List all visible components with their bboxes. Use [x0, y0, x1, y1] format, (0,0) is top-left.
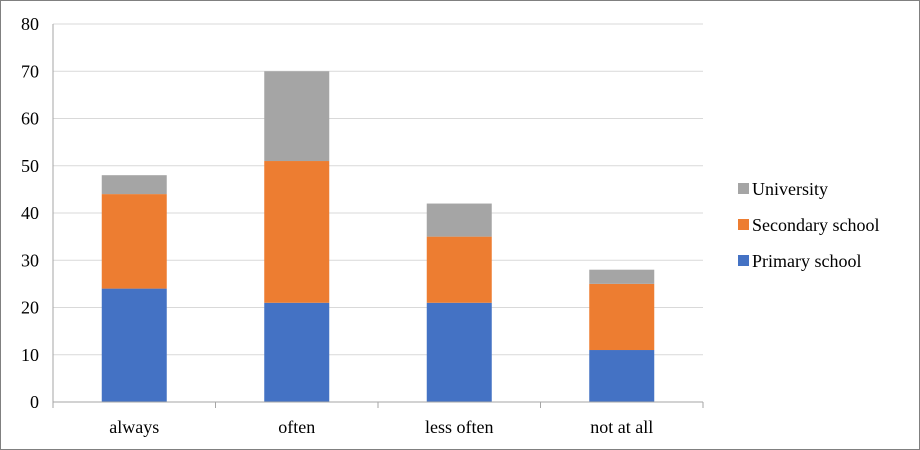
legend-item: University — [738, 179, 828, 199]
y-tick-label: 80 — [21, 14, 39, 34]
legend-label: Primary school — [752, 251, 862, 271]
x-axis-tick-labels: always often less often not at all — [109, 417, 653, 437]
y-tick-label: 40 — [21, 203, 39, 223]
y-tick-label: 60 — [21, 109, 39, 129]
bar-segment-secondary-school-always — [101, 194, 167, 289]
y-tick-label: 50 — [21, 156, 39, 176]
bar-segment-university-often — [264, 71, 330, 162]
axes — [52, 24, 704, 408]
legend-item: Primary school — [738, 251, 862, 271]
y-tick-label: 70 — [21, 61, 39, 81]
y-tick-label: 0 — [30, 392, 39, 412]
bar-segment-secondary-school-often — [264, 161, 330, 303]
x-tick-label: always — [109, 417, 159, 437]
bar-segment-secondary-school-not-at-all — [589, 283, 655, 351]
y-axis-tick-labels: 0 10 20 30 40 50 60 70 80 — [21, 14, 39, 412]
legend-label: Secondary school — [752, 215, 879, 235]
bar-segment-secondary-school-less-often — [426, 236, 492, 303]
bars — [101, 71, 655, 402]
bar-segment-university-always — [101, 175, 167, 195]
x-tick-label: less often — [425, 417, 493, 437]
bar-segment-primary-school-less-often — [426, 302, 492, 402]
legend: University Secondary school Primary school — [738, 179, 879, 271]
x-tick-label: often — [278, 417, 315, 437]
legend-item: Secondary school — [738, 215, 879, 235]
bar-segment-primary-school-always — [101, 288, 167, 402]
bar-segment-primary-school-not-at-all — [589, 350, 655, 402]
y-tick-label: 20 — [21, 298, 39, 318]
legend-swatch — [738, 255, 749, 266]
legend-swatch — [738, 219, 749, 230]
bar-segment-primary-school-often — [264, 302, 330, 402]
y-tick-label: 30 — [21, 250, 39, 270]
bar-segment-university-less-often — [426, 203, 492, 237]
y-tick-label: 10 — [21, 345, 39, 365]
legend-label: University — [752, 179, 828, 199]
x-tick-label: not at all — [590, 417, 653, 437]
bar-segment-university-not-at-all — [589, 269, 655, 284]
legend-swatch — [738, 183, 749, 194]
